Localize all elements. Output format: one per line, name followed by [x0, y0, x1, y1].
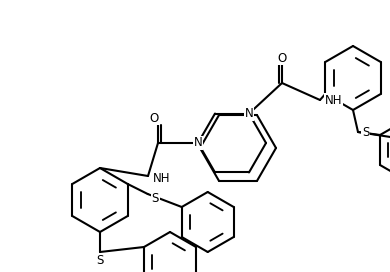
Text: S: S: [96, 254, 104, 267]
Text: O: O: [149, 112, 159, 125]
Text: NH: NH: [153, 172, 170, 186]
Text: O: O: [277, 51, 287, 64]
Text: NH: NH: [325, 94, 342, 107]
Text: N: N: [193, 137, 202, 150]
Text: N: N: [245, 107, 254, 120]
Text: S: S: [362, 125, 369, 138]
Text: S: S: [152, 191, 159, 205]
